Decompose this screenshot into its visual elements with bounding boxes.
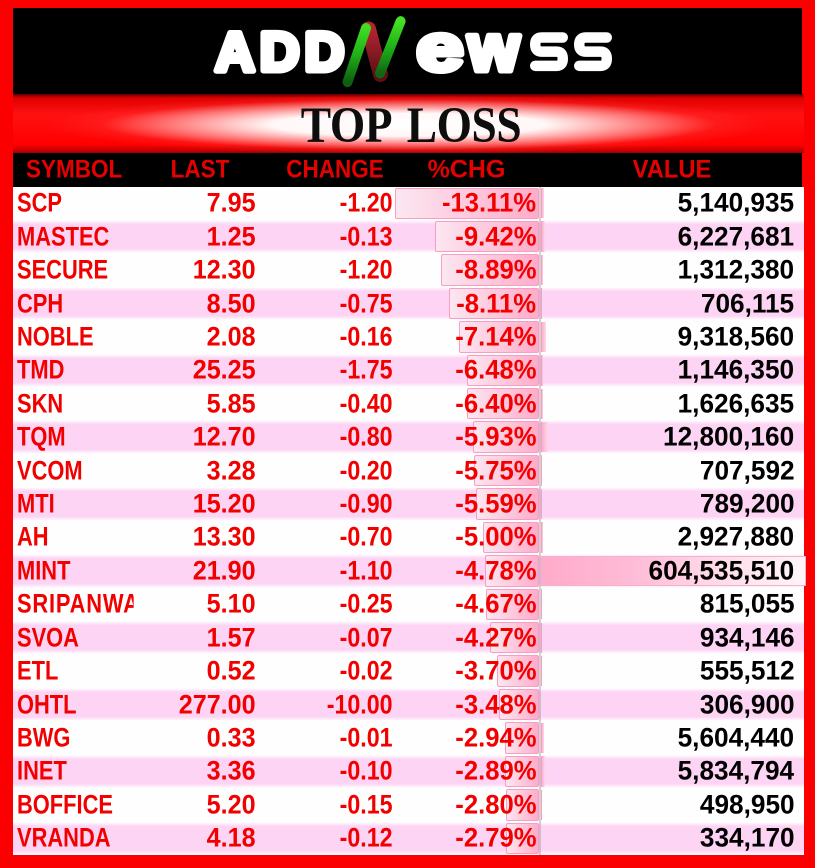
svg-text:ADD: ADD xyxy=(215,20,349,82)
svg-text:e: e xyxy=(417,11,464,85)
svg-text:w: w xyxy=(467,10,520,84)
